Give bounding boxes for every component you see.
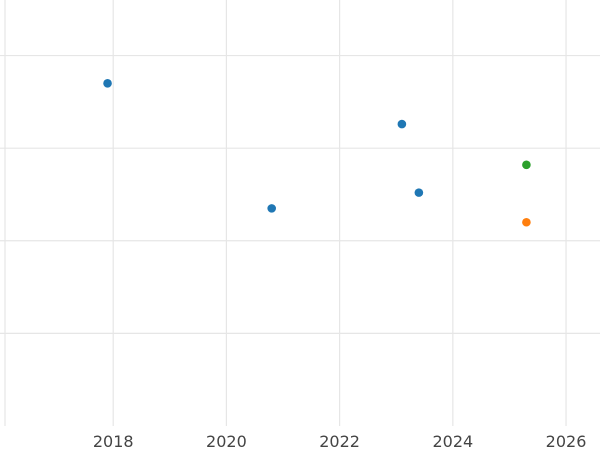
x-tick-label-2024: 2024 <box>432 432 473 450</box>
x-axis-tick-labels: 2018 2020 2022 2024 2026 <box>93 432 587 450</box>
x-tick-label-2018: 2018 <box>93 432 134 450</box>
data-point-series-0-1 <box>267 204 276 213</box>
grid <box>0 0 600 426</box>
data-point-series-0-3 <box>414 188 424 197</box>
data-points <box>103 79 531 227</box>
data-point-series-0-2 <box>397 119 407 129</box>
data-point-series-1-0 <box>522 160 531 170</box>
x-tick-label-2020: 2020 <box>206 432 247 450</box>
data-point-series-2-0 <box>522 217 531 227</box>
x-tick-label-2026: 2026 <box>546 432 587 450</box>
x-tick-label-2022: 2022 <box>319 432 360 450</box>
data-point-series-0-0 <box>103 79 112 88</box>
